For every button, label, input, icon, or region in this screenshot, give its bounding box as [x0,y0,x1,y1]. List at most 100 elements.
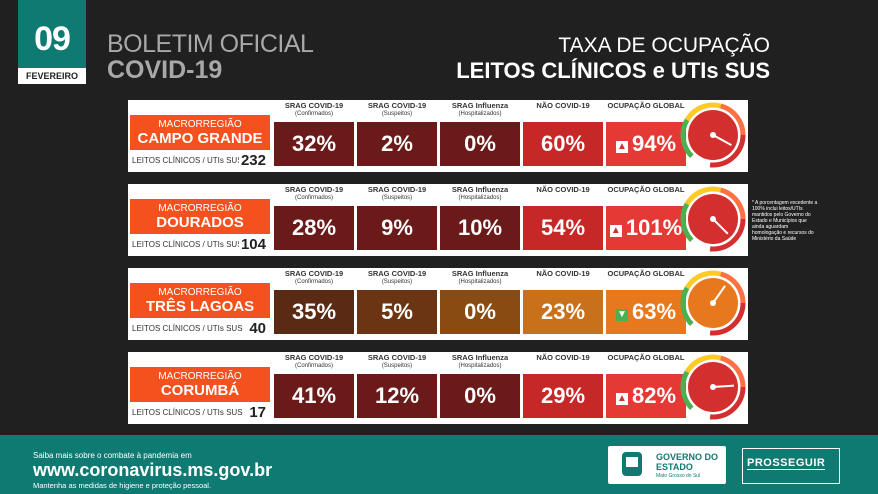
region-row: MACRORREGIÃO CORUMBÁ LEITOS CLÍNICOS / UTI… [128,352,748,424]
metric-column: SRAG Influenza (Hospitalizados) 0% [440,352,520,424]
metric-column: SRAG Influenza (Hospitalizados) 0% [440,100,520,172]
metric-column: OCUPAÇÃO GLOBAL ▲ 94% [606,100,686,172]
footer-intro: Saiba mais sobre o combate à pandemia em [33,451,192,460]
metric-column: OCUPAÇÃO GLOBAL ▲ 82% [606,352,686,424]
beds-count: 17 [247,404,268,422]
column-header: SRAG COVID-19 (Suspeitos) [367,353,427,370]
region-label: MACRORREGIÃO CORUMBÁ [130,367,270,402]
column-header: SRAG COVID-19 (Suspeitos) [367,185,427,202]
column-header: OCUPAÇÃO GLOBAL [607,101,685,110]
metric-value: ▲ 94% [606,122,686,166]
metric-value: 0% [440,374,520,418]
prosseguir-logo: PROSSEGUIR [742,448,840,484]
metric-column: NÃO COVID-19 60% [523,100,603,172]
metric-value: 10% [440,206,520,250]
column-header: SRAG Influenza (Hospitalizados) [451,101,509,118]
metric-column: SRAG Influenza (Hospitalizados) 10% [440,184,520,256]
metric-value: 60% [523,122,603,166]
column-header: OCUPAÇÃO GLOBAL [607,269,685,278]
region-label: MACRORREGIÃO TRÊS LAGOAS [130,283,270,318]
metric-column: NÃO COVID-19 54% [523,184,603,256]
column-header: OCUPAÇÃO GLOBAL [607,353,685,362]
metric-value: 12% [357,374,437,418]
beds-label: LEITOS CLÍNICOS / UTIs SUS [132,324,243,333]
bulletin-title: BOLETIM OFICIAL [107,30,314,58]
region-beds: LEITOS CLÍNICOS / UTIs SUS 40 [130,320,270,338]
region-prefix: MACRORREGIÃO [158,203,242,214]
government-logo: GOVERNO DO ESTADO Mato Grosso do Sul [608,446,726,484]
metric-column: SRAG COVID-19 (Confirmados) 32% [274,100,354,172]
metric-value: 41% [274,374,354,418]
bulletin-subtitle: COVID-19 [107,56,223,84]
page-title: TAXA DE OCUPAÇÃO [558,34,770,57]
metric-value: ▲ 101% [606,206,686,250]
occupancy-gauge [680,270,746,336]
metric-value: 35% [274,290,354,334]
column-header: SRAG COVID-19 (Suspeitos) [367,101,427,118]
region-prefix: MACRORREGIÃO [158,371,242,382]
footer-url[interactable]: www.coronavirus.ms.gov.br [33,460,273,480]
page-subtitle: LEITOS CLÍNICOS e UTIs SUS [456,58,770,83]
metric-value: 9% [357,206,437,250]
metric-column: SRAG COVID-19 (Confirmados) 28% [274,184,354,256]
column-header: SRAG COVID-19 (Confirmados) [284,269,344,286]
metric-value: 54% [523,206,603,250]
column-header: NÃO COVID-19 [536,101,590,110]
column-header: SRAG COVID-19 (Confirmados) [284,185,344,202]
region-prefix: MACRORREGIÃO [158,119,242,130]
metric-value: 5% [357,290,437,334]
region-label: MACRORREGIÃO DOURADOS [130,199,270,234]
region-row: MACRORREGIÃO DOURADOS LEITOS CLÍNICOS / UT… [128,184,748,256]
date-badge: 09 FEVEREIRO [18,0,86,84]
beds-label: LEITOS CLÍNICOS / UTIs SUS [132,156,243,165]
metric-value: 0% [440,122,520,166]
government-name: GOVERNO DO ESTADO [656,452,719,472]
region-name: DOURADOS [156,214,244,231]
date-day: 09 [34,20,71,58]
metric-column: NÃO COVID-19 23% [523,268,603,340]
region-beds: LEITOS CLÍNICOS / UTIs SUS 17 [130,404,270,422]
beds-count: 104 [238,236,268,254]
region-beds: LEITOS CLÍNICOS / UTIs SUS 232 [130,152,270,170]
region-name: CAMPO GRANDE [137,130,263,147]
column-header: SRAG Influenza (Hospitalizados) [451,269,509,286]
column-header: NÃO COVID-19 [536,269,590,278]
region-label: MACRORREGIÃO CAMPO GRANDE [130,115,270,150]
occupancy-gauge [680,186,746,252]
column-header: SRAG COVID-19 (Confirmados) [284,353,344,370]
prosseguir-text: PROSSEGUIR [747,457,826,470]
metric-value: 28% [274,206,354,250]
trend-arrow-icon: ▲ [615,141,628,153]
metric-column: SRAG COVID-19 (Suspeitos) 12% [357,352,437,424]
date-month: FEVEREIRO [18,68,86,84]
metric-column: SRAG COVID-19 (Suspeitos) 9% [357,184,437,256]
trend-arrow-icon: ▲ [615,393,628,405]
region-beds: LEITOS CLÍNICOS / UTIs SUS 104 [130,236,270,254]
footnote: * A porcentagem excedente a 100% inclui … [752,200,818,242]
government-state: Mato Grosso do Sul [656,473,701,479]
beds-label: LEITOS CLÍNICOS / UTIs SUS [132,240,243,249]
metric-column: NÃO COVID-19 29% [523,352,603,424]
coat-of-arms-icon [622,452,642,476]
region-name: TRÊS LAGOAS [145,298,255,315]
column-header: NÃO COVID-19 [536,185,590,194]
column-header: SRAG COVID-19 (Confirmados) [284,101,344,118]
metric-value: 23% [523,290,603,334]
metric-column: SRAG Influenza (Hospitalizados) 0% [440,268,520,340]
column-header: OCUPAÇÃO GLOBAL [607,185,685,194]
footer: Saiba mais sobre o combate à pandemia em… [0,435,878,494]
metric-column: SRAG COVID-19 (Confirmados) 35% [274,268,354,340]
column-header: SRAG Influenza (Hospitalizados) [451,185,509,202]
column-header: SRAG Influenza (Hospitalizados) [451,353,509,370]
region-name: CORUMBÁ [160,382,240,399]
region-prefix: MACRORREGIÃO [158,287,242,298]
occupancy-gauge [680,354,746,420]
metric-column: SRAG COVID-19 (Confirmados) 41% [274,352,354,424]
beds-count: 232 [238,152,268,170]
trend-arrow-icon: ▲ [609,225,622,237]
trend-arrow-icon: ▼ [615,309,628,321]
metric-value: ▲ 82% [606,374,686,418]
region-row: MACRORREGIÃO CAMPO GRANDE LEITOS CLÍNICOS … [128,100,748,172]
occupancy-gauge [680,102,746,168]
footer-hygiene: Mantenha as medidas de higiene e proteçã… [33,481,212,490]
